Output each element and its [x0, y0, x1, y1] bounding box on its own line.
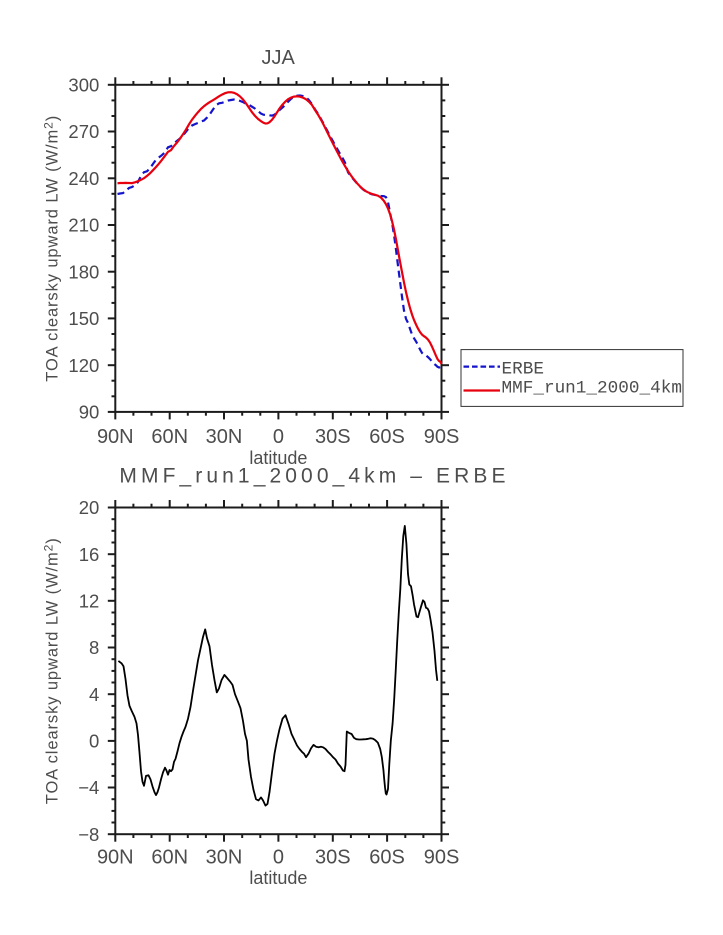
- svg-text:8: 8: [89, 637, 99, 658]
- svg-text:0: 0: [273, 847, 284, 869]
- svg-text:90N: 90N: [97, 426, 134, 448]
- svg-text:210: 210: [68, 215, 99, 236]
- svg-text:60N: 60N: [151, 426, 188, 448]
- svg-text:60S: 60S: [369, 847, 405, 869]
- svg-text:MMF_run1_2000_4km: MMF_run1_2000_4km: [502, 379, 682, 399]
- svg-text:240: 240: [68, 168, 99, 189]
- svg-text:180: 180: [68, 261, 99, 282]
- svg-text:90N: 90N: [97, 847, 134, 869]
- svg-text:ERBE: ERBE: [502, 360, 544, 380]
- svg-text:12: 12: [79, 590, 100, 611]
- svg-text:90S: 90S: [424, 426, 460, 448]
- svg-text:300: 300: [68, 74, 99, 95]
- svg-text:270: 270: [68, 121, 99, 142]
- svg-text:60N: 60N: [151, 847, 188, 869]
- svg-text:120: 120: [68, 355, 99, 376]
- svg-text:0: 0: [273, 426, 284, 448]
- svg-text:30S: 30S: [315, 847, 351, 869]
- svg-text:TOA clearsky upward LW (W/m2): TOA clearsky upward LW (W/m2): [42, 537, 62, 804]
- svg-text:60S: 60S: [369, 426, 405, 448]
- svg-text:30S: 30S: [315, 426, 351, 448]
- svg-text:latitude: latitude: [249, 868, 307, 888]
- svg-text:latitude: latitude: [249, 448, 307, 468]
- svg-text:JJA: JJA: [262, 47, 296, 69]
- svg-text:150: 150: [68, 308, 99, 329]
- svg-text:−4: −4: [78, 777, 99, 798]
- svg-text:−8: −8: [78, 824, 99, 845]
- svg-text:90: 90: [79, 402, 100, 423]
- svg-text:TOA clearsky upward LW (W/m2): TOA clearsky upward LW (W/m2): [42, 115, 62, 382]
- svg-text:30N: 30N: [206, 426, 243, 448]
- svg-text:16: 16: [79, 544, 100, 565]
- svg-text:4: 4: [89, 684, 99, 705]
- svg-text:90S: 90S: [424, 847, 460, 869]
- svg-text:0: 0: [89, 731, 99, 752]
- svg-text:20: 20: [79, 497, 100, 518]
- svg-text:MMF_run1_2000_4km – ERBE: MMF_run1_2000_4km – ERBE: [119, 465, 509, 488]
- svg-text:30N: 30N: [206, 847, 243, 869]
